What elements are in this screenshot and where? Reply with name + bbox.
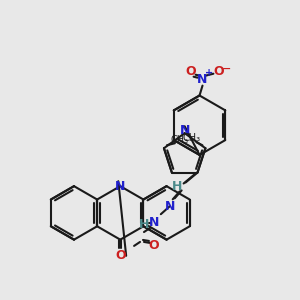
- Text: O: O: [115, 249, 126, 262]
- Text: N: N: [149, 216, 159, 229]
- Text: CH₃: CH₃: [182, 133, 201, 143]
- Text: H: H: [139, 218, 149, 231]
- Text: O: O: [148, 239, 159, 252]
- Text: H: H: [172, 180, 182, 193]
- Text: −: −: [222, 64, 231, 74]
- Text: +: +: [206, 68, 214, 78]
- Text: CH₃: CH₃: [171, 135, 189, 145]
- Text: O: O: [213, 65, 224, 78]
- Text: O: O: [185, 65, 196, 78]
- Text: N: N: [197, 73, 208, 86]
- Text: N: N: [165, 200, 175, 213]
- Text: N: N: [179, 124, 190, 137]
- Text: N: N: [115, 180, 125, 193]
